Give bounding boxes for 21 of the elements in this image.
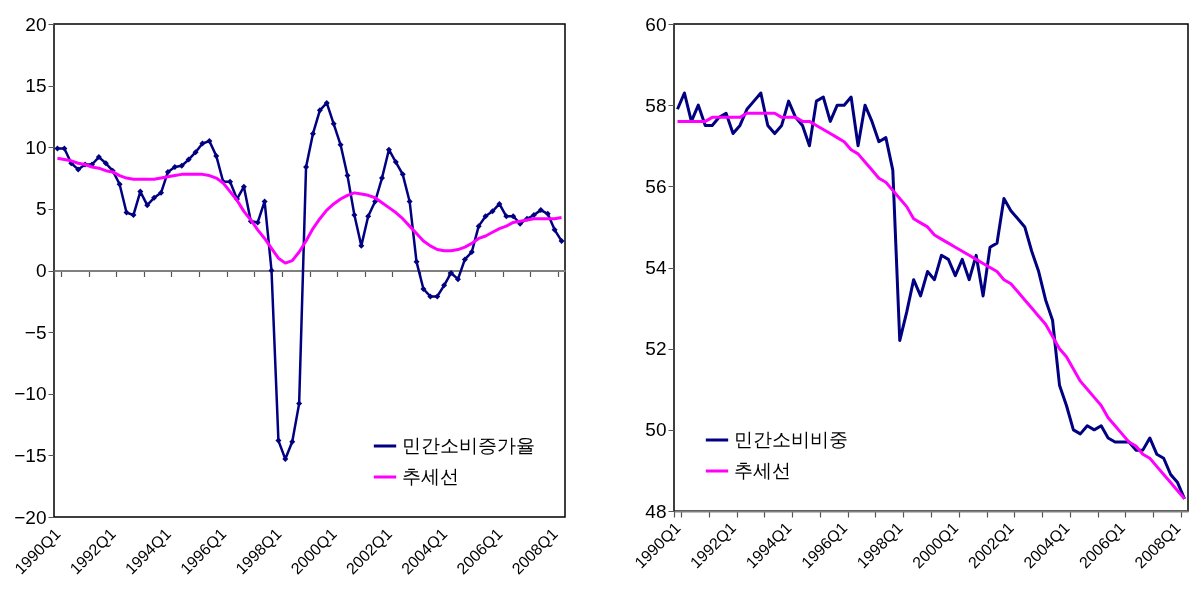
y-tick-label: 54 (645, 257, 667, 278)
y-tick-label: 60 (645, 13, 667, 35)
y-tick-label: 50 (645, 419, 667, 441)
y-tick-label: 20 (25, 13, 47, 35)
legend-label: 민간소비증가율 (402, 435, 535, 456)
y-tick-label: 56 (645, 175, 667, 197)
y-tick-label: −5 (24, 321, 47, 343)
y-tick-label: 58 (645, 94, 667, 116)
y-tick-label: −20 (14, 506, 47, 528)
y-tick-label: −10 (14, 383, 47, 405)
y-tick-label: 5 (35, 198, 47, 220)
legend-label: 민간소비비중 (734, 429, 848, 450)
y-tick-label: 48 (645, 500, 667, 522)
legend-label: 추세선 (734, 460, 791, 481)
y-tick-label: 0 (35, 260, 47, 281)
y-tick-label: 15 (25, 75, 47, 97)
line-series (55, 156, 564, 265)
legend-label: 추세선 (402, 466, 459, 487)
y-tick-label: 10 (25, 136, 47, 158)
y-tick-label: −15 (14, 444, 47, 466)
y-tick-label: 52 (645, 338, 667, 360)
